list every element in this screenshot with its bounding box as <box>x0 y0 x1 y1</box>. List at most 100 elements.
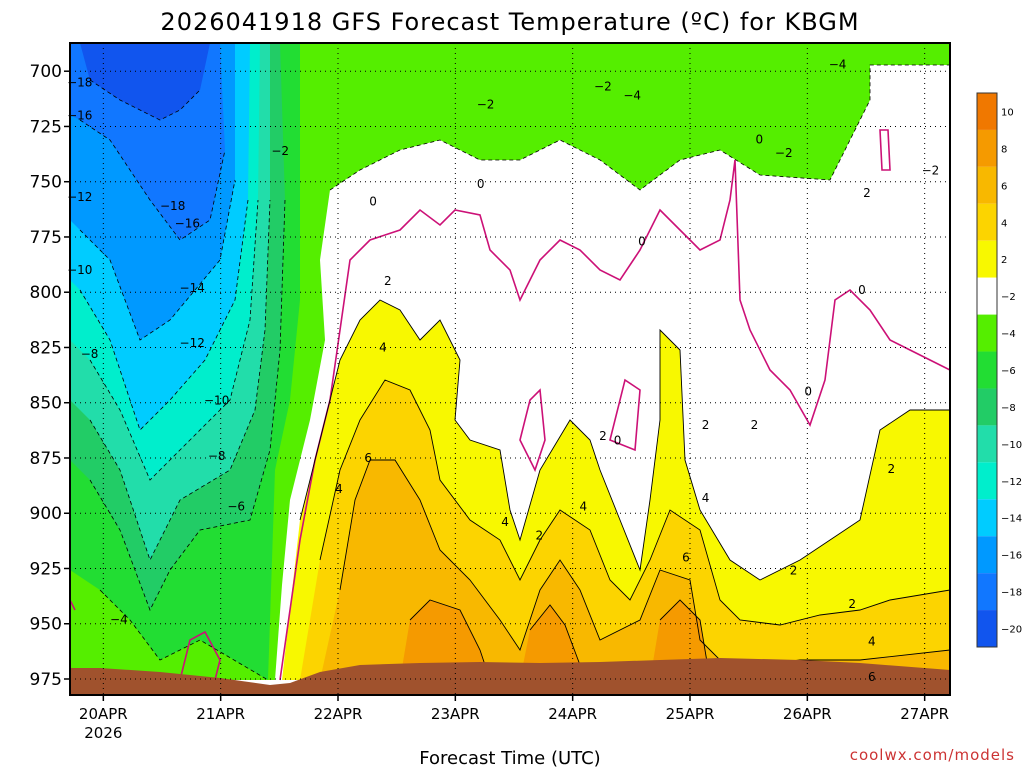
contour-label: −6 <box>227 500 245 514</box>
temp-band-plus6 <box>320 460 950 680</box>
x-tick-label: 21APR <box>196 705 245 723</box>
contour-label: 4 <box>379 340 387 354</box>
colorbar-label: 8 <box>1001 144 1007 155</box>
contour-label: −8 <box>81 347 99 361</box>
contour-label: −4 <box>110 612 128 626</box>
colorbar-label: 2 <box>1001 255 1007 266</box>
contour-label: 2 <box>751 418 759 432</box>
colorbar-swatch <box>977 240 997 278</box>
contour-label: −2 <box>922 164 940 178</box>
contour-label: 4 <box>580 500 588 514</box>
colorbar-swatch <box>977 314 997 352</box>
credit-text: coolwx.com/models <box>850 746 1015 764</box>
colorbar-swatch <box>977 129 997 167</box>
y-tick-label: 925 <box>30 559 62 579</box>
colorbar-label: 6 <box>1001 181 1007 192</box>
contour-label: 0 <box>804 385 812 399</box>
contour-label: −4 <box>829 58 847 72</box>
terrain <box>70 658 950 695</box>
colorbar-label: −4 <box>1001 329 1016 340</box>
contour-label: 6 <box>868 670 876 684</box>
contour-label: 0 <box>614 433 622 447</box>
y-tick-label: 975 <box>30 670 62 690</box>
x-tick-label: 22APR <box>314 705 363 723</box>
colorbar-label: −10 <box>1001 440 1022 451</box>
contour-label: 2 <box>702 418 710 432</box>
colorbar-label: −12 <box>1001 477 1022 488</box>
x-tick-label: 23APR <box>431 705 480 723</box>
contour-label: −14 <box>180 281 205 295</box>
cold-contours <box>79 64 950 681</box>
contour-label: 6 <box>364 451 372 465</box>
y-tick-label: 800 <box>30 283 62 303</box>
y-axis: 700 725 750 775 800 825 850 875 900 925 950 975 <box>30 62 70 690</box>
x-axis: 20APR 21APR 22APR 23APR 24APR 25APR 26APR 27APR <box>79 695 949 723</box>
grid-lines <box>70 43 950 695</box>
colorbar-swatch <box>977 610 997 647</box>
contour-label: 0 <box>477 177 485 191</box>
colorbar-label: −14 <box>1001 514 1022 525</box>
x-sublabel-year: 2026 <box>84 724 122 742</box>
contour-label: 2 <box>863 186 871 200</box>
contour-label: 2 <box>790 564 798 578</box>
contour-label: −2 <box>271 144 289 158</box>
colorbar-label: −20 <box>1001 625 1022 636</box>
contour-label: 4 <box>501 515 509 529</box>
contour-label: 0 <box>858 283 866 297</box>
contour-label: 2 <box>848 597 856 611</box>
y-tick-label: 825 <box>30 338 62 358</box>
y-tick-label: 775 <box>30 228 62 248</box>
contour-label: 0 <box>756 133 764 147</box>
x-tick-label: 20APR <box>79 705 128 723</box>
x-axis-label: Forecast Time (UTC) <box>419 748 600 768</box>
y-tick-label: 875 <box>30 449 62 469</box>
y-tick-label: 850 <box>30 394 62 414</box>
colorbar: 10 8 6 4 2 −2 −4 −6 −8 −10 −12 −14 −16 −18 −20 <box>976 92 1022 648</box>
contour-label: −2 <box>594 80 612 94</box>
contour-label: −18 <box>67 75 92 89</box>
zero-degree-contour <box>279 159 950 681</box>
y-tick-label: 700 <box>30 62 62 82</box>
contour-label: −16 <box>67 108 92 122</box>
colorbar-label: −6 <box>1001 366 1016 377</box>
contour-label: 2 <box>888 462 896 476</box>
colorbar-label: 10 <box>1001 107 1014 118</box>
contour-label: 4 <box>335 482 343 496</box>
contour-label: −12 <box>180 336 205 350</box>
colorbar-swatch <box>977 277 997 315</box>
contour-label: 2 <box>599 429 607 443</box>
colorbar-swatch <box>977 166 997 204</box>
x-tick-label: 26APR <box>783 705 832 723</box>
contour-label: −12 <box>67 190 92 204</box>
y-tick-label: 725 <box>30 117 62 137</box>
colorbar-swatch <box>977 536 997 574</box>
contour-label: 4 <box>868 634 876 648</box>
colorbar-swatch <box>977 351 997 389</box>
contour-label: 2 <box>536 528 544 542</box>
contour-label: 0 <box>638 234 646 248</box>
contour-label: 0 <box>369 195 377 209</box>
contour-label: −2 <box>775 146 793 160</box>
contour-label: −4 <box>623 89 641 103</box>
contour-label: −8 <box>208 449 226 463</box>
colorbar-swatch <box>977 573 997 611</box>
colorbar-swatch <box>977 388 997 426</box>
colorbar-label: −2 <box>1001 292 1016 303</box>
y-tick-label: 900 <box>30 504 62 524</box>
colorbar-swatch <box>977 425 997 463</box>
colorbar-border <box>976 92 998 648</box>
contour-label: −2 <box>477 97 495 111</box>
x-tick-label: 27APR <box>900 705 949 723</box>
contour-label: 4 <box>702 491 710 505</box>
colorbar-swatch <box>977 499 997 537</box>
colorbar-swatch <box>977 462 997 500</box>
contour-labels: −18 −16 −12 −10 −8 −4 −18 −16 −14 −12 −10 −8 −6 −2 4 6 4… <box>67 58 939 684</box>
colorbar-swatch <box>977 203 997 241</box>
temp-band-minus18 <box>80 43 210 120</box>
x-tick-label: 25APR <box>666 705 715 723</box>
zero-degree-contour-loop <box>519 129 891 473</box>
temp-band-plus8 <box>400 600 710 680</box>
contour-label: −10 <box>204 394 229 408</box>
contour-label: 2 <box>384 274 392 288</box>
